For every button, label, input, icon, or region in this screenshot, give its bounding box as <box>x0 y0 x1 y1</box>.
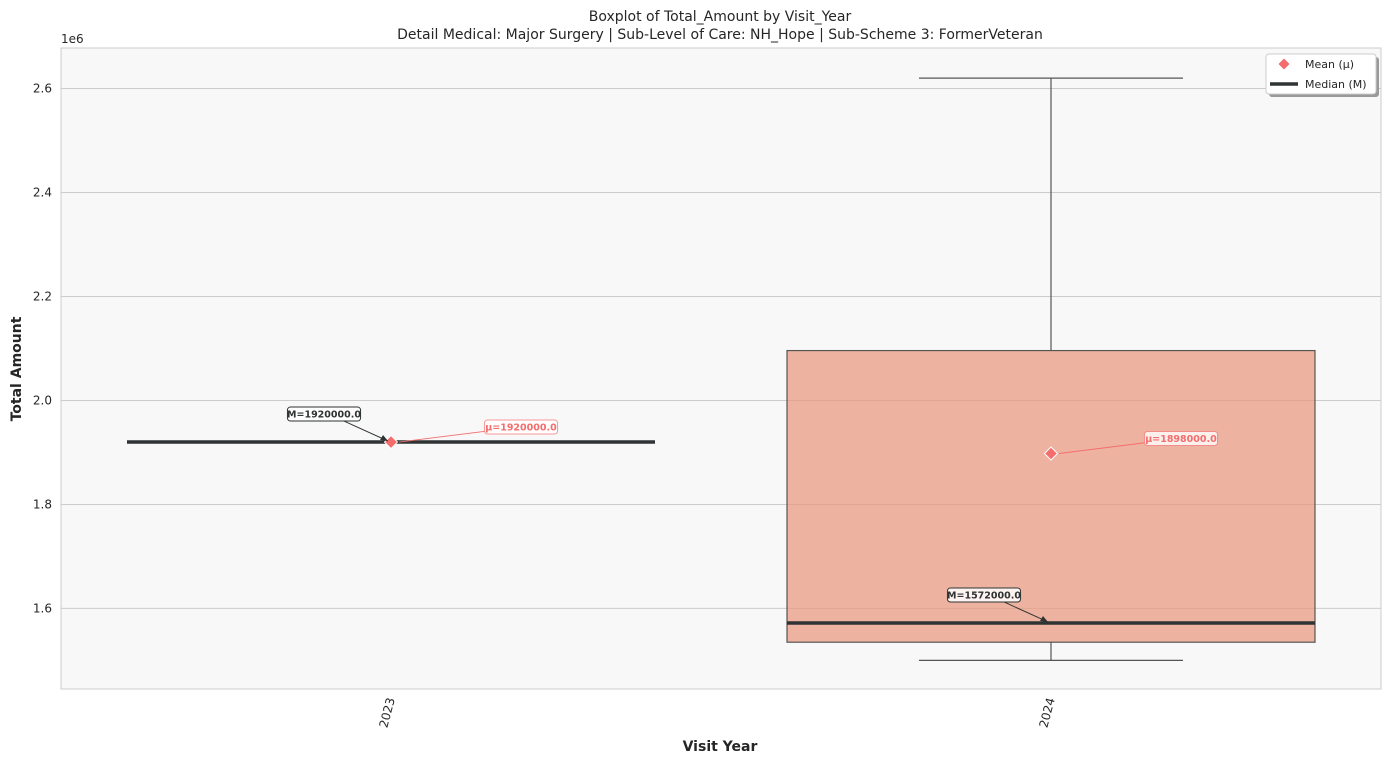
legend: Mean (μ) Median (M) <box>1265 53 1379 97</box>
median-annotation: M=1572000.0 <box>946 587 1022 603</box>
median-annotation: M=1920000.0 <box>286 406 362 422</box>
y-tick-label: 2.2 <box>33 289 52 303</box>
median-arrowhead <box>380 435 388 442</box>
y-tick-label: 1.6 <box>33 601 52 615</box>
median-arrow <box>1003 601 1049 623</box>
x-tick-labels: 2023 2024 <box>376 696 1057 729</box>
box-group-2023: μ=1920000.0 M=1920000.0 <box>127 406 655 450</box>
x-axis-label: Visit Year <box>683 739 758 755</box>
mean-marker <box>1043 446 1059 461</box>
mean-annotation: μ=1920000.0 <box>483 419 559 435</box>
y-tick-label: 2.6 <box>33 82 52 96</box>
mean-arrow <box>1058 442 1148 454</box>
y-offset-label: 1e6 <box>61 32 84 46</box>
median-arrowhead <box>1040 615 1048 622</box>
boxes: μ=1920000.0 M=1920000.0 μ=1898000.0 M=15720… <box>127 77 1316 662</box>
mean-label-box <box>1143 430 1219 446</box>
chart-title: Boxplot of Total_Amount by Visit_Year <box>589 9 852 25</box>
mean-label: μ=1920000.0 <box>485 423 557 434</box>
y-tick-labels: 1.6 1.8 2.0 2.2 2.4 2.6 <box>33 82 52 616</box>
chart-subtitle: Detail Medical: Major Surgery | Sub-Leve… <box>397 27 1043 43</box>
y-tick-label: 2.4 <box>33 186 52 200</box>
mean-annotation: μ=1898000.0 <box>1143 430 1219 446</box>
box-group-2024: μ=1898000.0 M=1572000.0 <box>786 77 1316 662</box>
legend-mean-marker <box>1278 58 1290 70</box>
x-tick-label: 2024 <box>1036 696 1057 729</box>
median-arrow <box>343 420 389 442</box>
y-tick-label: 1.8 <box>33 497 52 511</box>
y-tick-label: 2.0 <box>33 393 52 407</box>
y-axis-label: Total Amount <box>9 316 25 421</box>
box-iqr <box>786 349 1316 643</box>
x-tick-label: 2023 <box>376 696 397 729</box>
mean-label: μ=1898000.0 <box>1145 434 1217 445</box>
legend-label: Median (M) <box>1305 78 1367 91</box>
median-label-box <box>946 587 1022 603</box>
mean-label-box <box>483 419 559 435</box>
median-label: M=1572000.0 <box>947 590 1021 601</box>
legend-label: Mean (μ) <box>1305 58 1354 71</box>
median-label-box <box>286 406 362 422</box>
median-label: M=1920000.0 <box>287 410 361 421</box>
mean-arrow <box>398 430 488 443</box>
